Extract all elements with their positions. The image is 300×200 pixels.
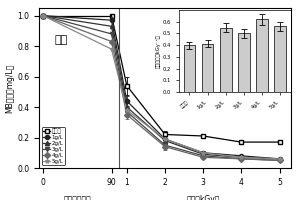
Text: 剂量（kGy）: 剂量（kGy） — [187, 195, 220, 200]
Bar — [274, 26, 286, 92]
Legend: 对照组, 1g/L, 2g/L, 3g/L, 4g/L, 5g/L: 对照组, 1g/L, 2g/L, 3g/L, 4g/L, 5g/L — [42, 127, 65, 165]
Y-axis label: MB浓度（mg/L）: MB浓度（mg/L） — [5, 63, 14, 113]
Bar — [184, 45, 195, 92]
Text: 时间（分钟）: 时间（分钟） — [63, 195, 91, 200]
Y-axis label: 剂量常数（kGy⁻¹）: 剂量常数（kGy⁻¹） — [156, 34, 161, 68]
Bar — [220, 28, 232, 92]
Bar — [256, 19, 268, 92]
Bar — [202, 44, 214, 92]
Bar — [238, 33, 250, 92]
Text: 吸附: 吸附 — [54, 35, 68, 45]
